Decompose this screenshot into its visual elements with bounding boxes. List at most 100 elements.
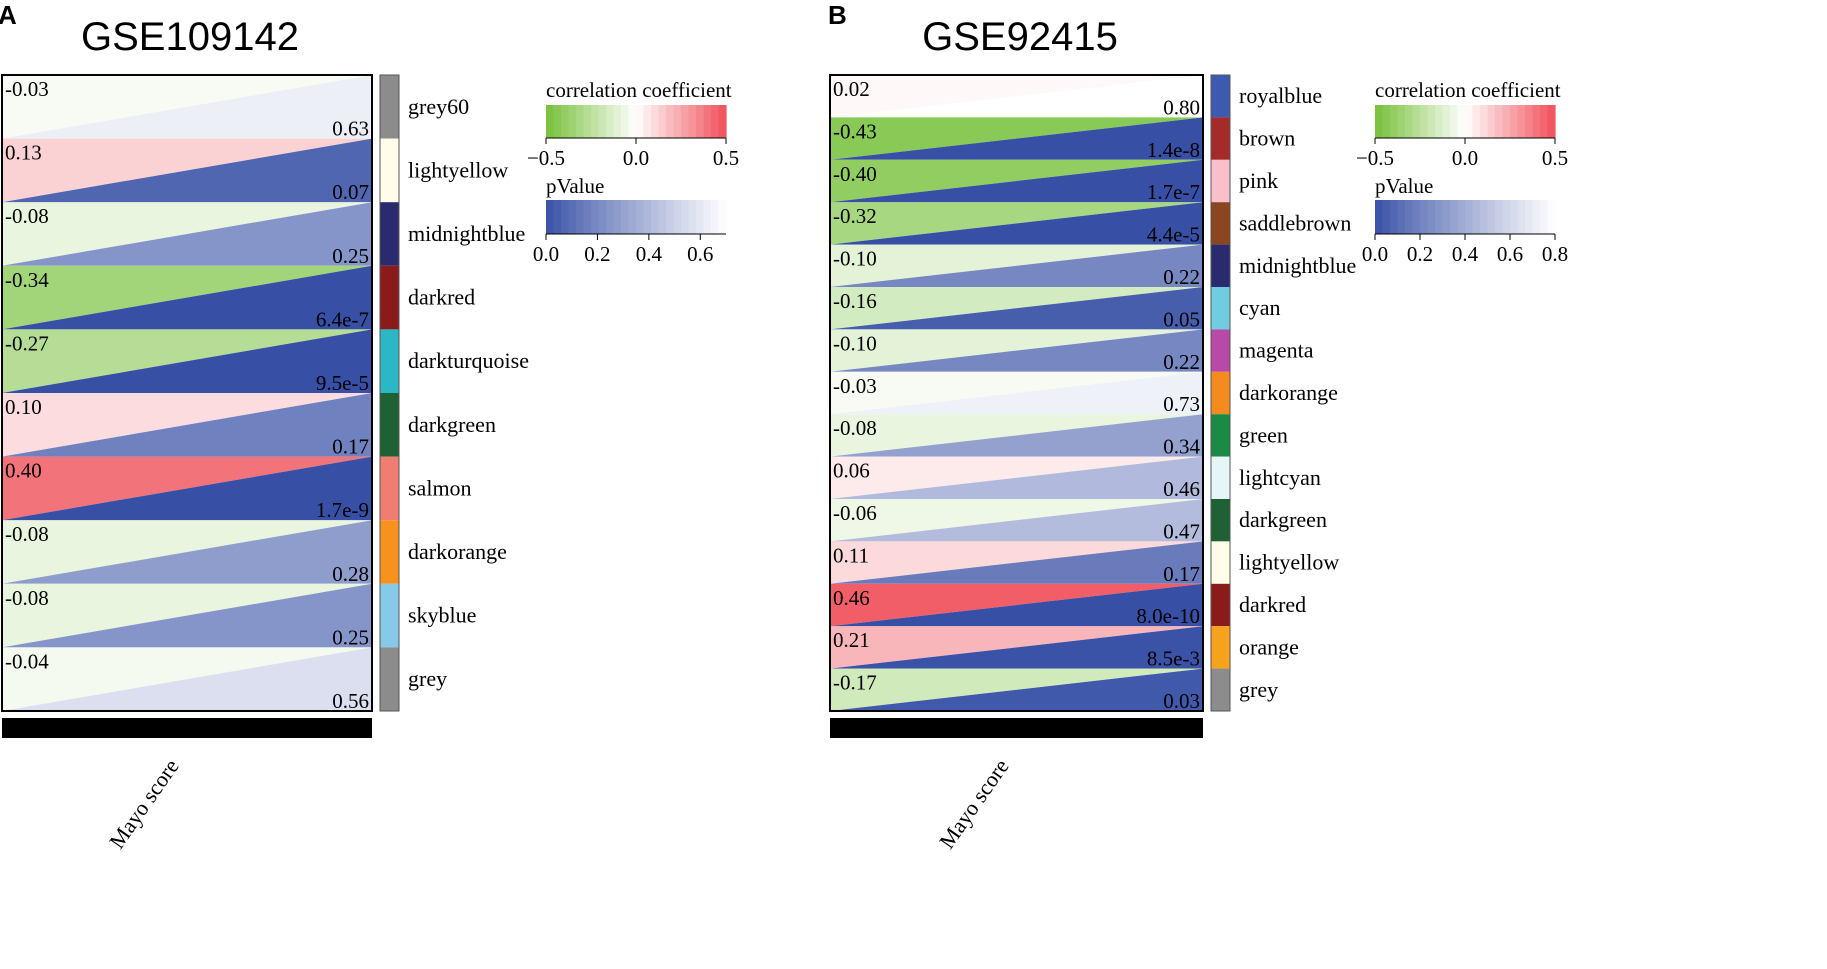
pvalue-cell-midnightblue	[830, 244, 1203, 287]
pvalue-legend-swatch	[1510, 200, 1519, 234]
correlation-legend-swatch	[636, 105, 645, 138]
pvalue-label: 0.22	[1163, 265, 1200, 289]
module-color-skyblue	[380, 583, 399, 648]
module-name: green	[1239, 422, 1288, 447]
correlation-legend-swatch	[711, 105, 720, 138]
module-color-darkgreen	[1211, 499, 1230, 542]
pvalue-label: 0.73	[1163, 392, 1200, 416]
module-name: saddlebrown	[1239, 210, 1351, 235]
pvalue-legend-swatch	[1375, 200, 1384, 234]
pvalue-cell-lightyellow	[830, 541, 1203, 584]
pvalue-legend-swatch	[606, 200, 615, 234]
corr-label: 0.06	[833, 459, 870, 483]
correlation-legend-swatch	[606, 105, 615, 138]
pvalue-label: 0.28	[332, 562, 369, 586]
module-color-grey60	[380, 75, 399, 139]
pvalue-label: 0.03	[1163, 689, 1200, 713]
pvalue-legend-swatch	[583, 200, 592, 234]
pvalue-legend-swatch	[1405, 200, 1414, 234]
module-name: darkgreen	[1239, 507, 1327, 532]
module-color-magenta	[1211, 329, 1230, 372]
panel-letter: B	[828, 0, 847, 30]
module-color-brown	[1211, 117, 1230, 160]
pvalue-legend-swatch	[1540, 200, 1549, 234]
module-color-grey	[380, 647, 399, 711]
pvalue-label: 0.17	[332, 435, 369, 459]
pvalue-legend-swatch	[1525, 200, 1534, 234]
module-name: darkred	[408, 285, 475, 310]
pvalue-label: 1.7e-7	[1147, 180, 1200, 204]
module-color-orange	[1211, 626, 1230, 669]
module-color-saddlebrown	[1211, 202, 1230, 245]
correlation-legend-swatch	[1397, 105, 1406, 138]
module-name: pink	[1239, 168, 1278, 193]
pvalue-legend-swatch	[636, 200, 645, 234]
pvalue-label: 1.7e-9	[316, 498, 369, 522]
corr-cell-saddlebrown	[830, 202, 1203, 245]
pvalue-label: 0.46	[1163, 477, 1200, 501]
corr-cell-magenta	[830, 329, 1203, 372]
corr-label: -0.32	[833, 204, 877, 228]
pvalue-legend-swatch	[1442, 200, 1451, 234]
correlation-legend-swatch	[1540, 105, 1549, 138]
module-color-darkred	[1211, 583, 1230, 627]
heatmap-border	[829, 74, 1204, 712]
module-name: darkred	[1239, 592, 1306, 617]
panel-title: GSE109142	[81, 15, 299, 59]
module-name: cyan	[1239, 295, 1281, 320]
panel-title: GSE92415	[922, 15, 1118, 59]
correlation-legend-swatch	[1457, 105, 1466, 138]
pvalue-legend-swatch	[591, 200, 600, 234]
correlation-legend-swatch	[1487, 105, 1496, 138]
corr-label: -0.34	[5, 268, 49, 292]
module-name: darkturquoise	[408, 348, 529, 373]
corr-label: -0.08	[5, 204, 49, 228]
module-name: magenta	[1239, 338, 1314, 363]
module-color-green	[1211, 414, 1230, 457]
pvalue-cell-green	[830, 414, 1203, 457]
module-name: midnightblue	[408, 221, 525, 246]
module-color-midnightblue	[1211, 244, 1230, 287]
pvalue-legend-swatch	[1502, 200, 1511, 234]
corr-cell-darkred	[2, 265, 372, 330]
panel-a: A GSE109142 -0.03 0.63 grey60 0.13 0.07 lightye…	[0, 0, 739, 853]
pvalue-legend-swatch	[553, 200, 562, 234]
pvalue-legend-swatch	[1472, 200, 1481, 234]
module-color-royalblue	[1211, 75, 1230, 118]
correlation-legend-tick-label: −0.5	[527, 146, 565, 170]
trait-label: Mayo score	[934, 754, 1014, 853]
correlation-legend-swatch	[546, 105, 555, 138]
pvalue-label: 0.34	[1163, 435, 1200, 459]
module-name: lightcyan	[1239, 465, 1321, 490]
pvalue-label: 9.5e-5	[316, 371, 369, 395]
module-color-darkorange	[380, 520, 399, 584]
module-name: lightyellow	[1239, 550, 1339, 575]
pvalue-legend-swatch	[1480, 200, 1489, 234]
correlation-legend-tick-label: 0.0	[623, 146, 649, 170]
correlation-legend-swatch	[1495, 105, 1504, 138]
corr-cell-brown	[830, 117, 1203, 160]
module-color-grey	[1211, 668, 1230, 711]
correlation-legend-swatch	[553, 105, 562, 138]
correlation-legend-swatch	[1390, 105, 1399, 138]
heatmap-border	[1, 74, 373, 712]
correlation-legend-tick-label: 0.5	[713, 146, 739, 170]
pvalue-legend-tick-label: 0.6	[1497, 242, 1523, 266]
pvalue-cell-grey60	[2, 75, 372, 139]
pvalue-label: 0.47	[1163, 519, 1200, 543]
correlation-legend-title: correlation coefficient	[546, 78, 732, 102]
pvalue-cell-magenta	[830, 329, 1203, 372]
corr-label: -0.03	[5, 77, 49, 101]
corr-label: -0.08	[833, 416, 877, 440]
correlation-legend-swatch	[1450, 105, 1459, 138]
module-name: darkorange	[408, 539, 507, 564]
correlation-legend-tick-label: 0.5	[1542, 146, 1568, 170]
corr-cell-cyan	[830, 287, 1203, 330]
module-bar-border	[1210, 74, 1231, 712]
module-name: salmon	[408, 475, 472, 500]
module-name: darkorange	[1239, 380, 1338, 405]
module-color-midnightblue	[380, 202, 399, 266]
module-color-lightcyan	[1211, 456, 1230, 499]
correlation-legend-swatch	[583, 105, 592, 138]
